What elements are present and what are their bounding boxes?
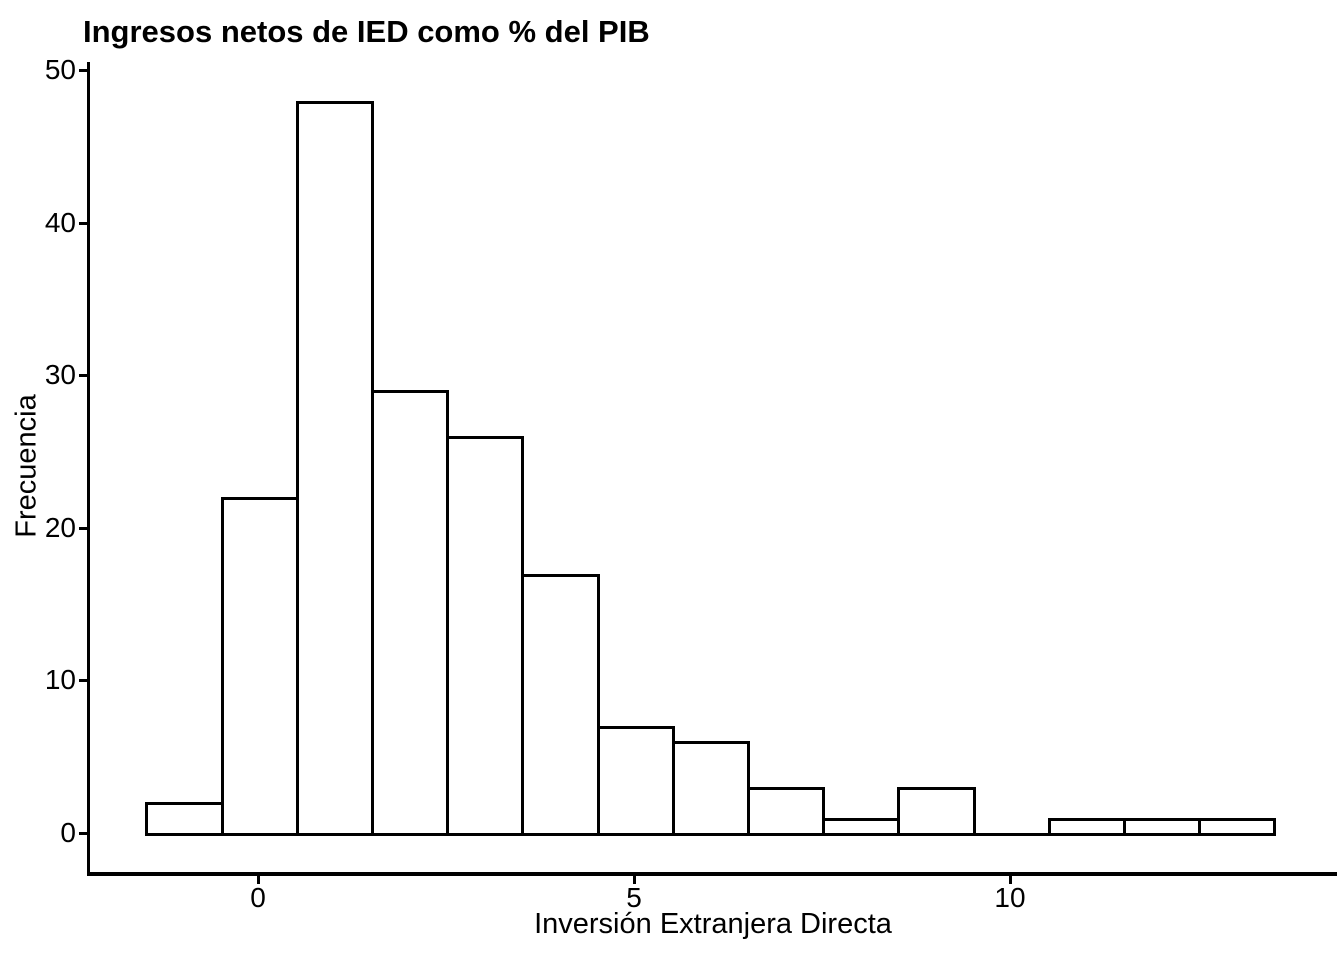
histogram-bar	[221, 497, 299, 836]
y-axis-tick-label: 20	[44, 512, 76, 543]
x-axis-tick-label: 5	[626, 882, 642, 913]
y-axis-tick-label: 40	[44, 207, 76, 238]
y-axis-tick	[79, 374, 88, 377]
histogram-bar	[296, 101, 374, 836]
histogram-bar	[672, 741, 750, 836]
y-axis-tick-label: 10	[44, 664, 76, 695]
x-axis-tick	[633, 875, 636, 884]
histogram-bar	[597, 726, 675, 836]
histogram-bar	[521, 574, 600, 836]
histogram-bar	[1123, 818, 1201, 836]
y-axis-line	[87, 62, 90, 875]
histogram-bar	[371, 390, 449, 836]
y-axis-tick	[79, 222, 88, 225]
histogram-bar	[446, 436, 524, 836]
histogram-bar	[1048, 818, 1126, 836]
x-axis-line	[87, 872, 1337, 876]
histogram-bar-zero	[973, 833, 1051, 836]
y-axis-tick	[79, 832, 88, 835]
y-axis-tick-label: 0	[60, 817, 76, 848]
y-axis-tick-label: 30	[44, 359, 76, 390]
histogram-bar	[897, 787, 976, 836]
x-axis-tick-label: 0	[250, 882, 266, 913]
y-axis-tick-label: 50	[44, 54, 76, 85]
histogram-bar	[747, 787, 825, 836]
x-axis-title: Inversión Extranjera Directa	[534, 908, 892, 940]
y-axis-tick	[79, 527, 88, 530]
chart-title: Ingresos netos de IED como % del PIB	[83, 14, 650, 49]
y-axis-tick	[79, 679, 88, 682]
histogram-bar	[822, 818, 900, 836]
histogram-bar	[1198, 818, 1276, 836]
x-axis-tick	[1009, 875, 1012, 884]
x-axis-tick-label: 10	[994, 882, 1026, 913]
y-axis-tick	[79, 69, 88, 72]
histogram-bar	[145, 802, 224, 836]
x-axis-tick	[257, 875, 260, 884]
